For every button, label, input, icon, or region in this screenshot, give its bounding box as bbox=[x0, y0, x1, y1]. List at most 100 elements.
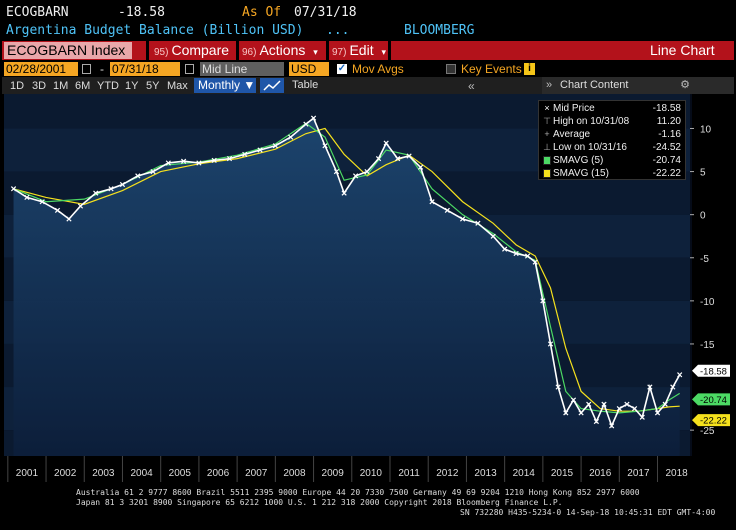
mid-price-point bbox=[93, 190, 99, 196]
mid-price-line[interactable] bbox=[13, 116, 681, 428]
x-tick-label: 2018 bbox=[665, 468, 688, 479]
chevron-right-icon[interactable]: » bbox=[546, 79, 553, 91]
mid-price-point bbox=[616, 405, 622, 412]
mid-price-point bbox=[578, 410, 584, 416]
mid-price-point bbox=[66, 216, 72, 222]
x-tick-label: 2013 bbox=[474, 468, 497, 479]
actions-button[interactable]: 96) Actions ▾ bbox=[242, 42, 318, 58]
legend-item-high[interactable]: ⊤ High on 10/31/08 11.20 bbox=[543, 116, 681, 127]
edit-button[interactable]: 97) Edit ▾ bbox=[332, 42, 386, 58]
y-tick-label: -15 bbox=[700, 340, 715, 351]
period-ytd[interactable]: YTD bbox=[97, 80, 119, 92]
x-tick-label: 2007 bbox=[245, 468, 268, 479]
smavg15-line[interactable] bbox=[13, 127, 680, 412]
legend-item-low[interactable]: ⊥ Low on 10/31/16 -24.52 bbox=[543, 142, 681, 153]
period-5y[interactable]: 5Y bbox=[146, 80, 160, 92]
smavg5-line[interactable] bbox=[13, 122, 680, 414]
x-tick-label: 2015 bbox=[551, 468, 574, 479]
last-value-tag bbox=[692, 393, 730, 406]
legend-item-mid-price[interactable]: × Mid Price -18.58 bbox=[544, 103, 681, 114]
mid-price-point bbox=[322, 143, 328, 149]
mid-price-point bbox=[54, 207, 61, 213]
price-field-select[interactable]: Mid Line bbox=[200, 62, 284, 76]
period-1m[interactable]: 1M bbox=[53, 80, 69, 92]
ticker: ECOGBARN bbox=[6, 5, 69, 20]
gear-icon[interactable]: ⚙ bbox=[680, 79, 690, 91]
mov-avgs-label: Mov Avgs bbox=[352, 62, 404, 76]
mid-price-point bbox=[593, 418, 599, 425]
index-field[interactable]: ECOGBARN Index bbox=[4, 42, 132, 59]
legend-item-average[interactable]: + Average -1.16 bbox=[544, 129, 681, 140]
y-tick-label: 5 bbox=[700, 168, 706, 179]
mid-price-point bbox=[135, 173, 141, 179]
asof-label: As Of bbox=[242, 5, 282, 20]
key-events-label: Key Events bbox=[461, 62, 522, 76]
mid-price-point bbox=[417, 164, 424, 170]
chevron-down-icon: ▾ bbox=[313, 47, 318, 57]
period-1y[interactable]: 1Y bbox=[125, 80, 139, 92]
mid-price-point bbox=[10, 186, 17, 192]
mid-price-point bbox=[226, 156, 233, 162]
x-tick-label: 2005 bbox=[169, 468, 192, 479]
mid-price-point bbox=[108, 186, 114, 192]
period-6m[interactable]: 6M bbox=[75, 80, 91, 92]
compare-button[interactable]: 95) Compare bbox=[154, 42, 230, 58]
x-tick-label: 2011 bbox=[398, 468, 420, 479]
mid-price-point bbox=[475, 220, 481, 226]
line-chart-icon[interactable] bbox=[260, 78, 284, 93]
mid-price-point bbox=[341, 190, 347, 196]
mid-price-point bbox=[631, 405, 638, 412]
mid-price-point bbox=[150, 168, 156, 175]
chart-type-title: Line Chart bbox=[650, 42, 715, 58]
end-date-input[interactable]: 07/31/18 bbox=[110, 62, 180, 76]
mid-price-point bbox=[39, 199, 45, 205]
last-price: -18.58 bbox=[118, 5, 165, 20]
mid-price-point bbox=[677, 372, 683, 378]
period-max[interactable]: Max bbox=[167, 80, 188, 92]
price-area-fill bbox=[13, 118, 680, 456]
mid-price-point bbox=[647, 384, 653, 390]
high-marker-icon: ⊤ bbox=[543, 116, 551, 126]
mov-avgs-checkbox[interactable]: ✓ bbox=[337, 63, 347, 74]
mid-price-point bbox=[395, 156, 401, 162]
mid-price-point bbox=[570, 397, 577, 403]
chart-content-label: Chart Content bbox=[560, 79, 629, 91]
legend-item-smavg5[interactable]: SMAVG (5) -20.74 bbox=[543, 155, 683, 167]
cross-marker-icon: × bbox=[544, 103, 550, 113]
info-icon[interactable]: i bbox=[524, 63, 535, 75]
chart-legend: × Mid Price -18.58 ⊤ High on 10/31/08 11… bbox=[538, 100, 686, 180]
mid-price-point bbox=[563, 410, 569, 416]
currency-select[interactable]: USD bbox=[289, 62, 329, 76]
mid-price-point bbox=[540, 298, 546, 304]
chevron-left-icon[interactable]: « bbox=[468, 79, 475, 93]
table-button[interactable]: Table bbox=[292, 79, 319, 91]
chevron-down-icon: ▾ bbox=[381, 47, 386, 57]
mid-price-point bbox=[639, 414, 645, 420]
x-tick-label: 2006 bbox=[207, 468, 230, 479]
calendar-icon[interactable] bbox=[82, 64, 91, 74]
chart-content-panel-header[interactable]: » Chart Content ⚙ bbox=[542, 77, 734, 94]
mid-price-point bbox=[272, 143, 278, 149]
mid-price-point bbox=[654, 410, 661, 416]
last-value-tag bbox=[692, 414, 730, 427]
period-3d[interactable]: 3D bbox=[32, 80, 47, 92]
x-tick-label: 2008 bbox=[283, 468, 306, 479]
frequency-select[interactable]: Monthly ▼ bbox=[194, 78, 256, 93]
average-marker-icon: + bbox=[544, 129, 550, 139]
footer: Australia 61 2 9777 8600 Brazil 5511 239… bbox=[0, 486, 736, 530]
y-tick-label: -10 bbox=[700, 297, 715, 308]
period-1d[interactable]: 1D bbox=[10, 80, 25, 92]
mid-price-point bbox=[624, 401, 630, 407]
mid-price-point bbox=[364, 168, 370, 175]
mid-price-point bbox=[490, 233, 496, 239]
mid-price-point bbox=[601, 401, 607, 407]
y-tick-label: 0 bbox=[700, 211, 706, 222]
mid-price-point bbox=[406, 153, 412, 159]
mid-price-point bbox=[502, 246, 508, 252]
mid-price-point bbox=[24, 194, 30, 201]
start-date-input[interactable]: 02/28/2001 bbox=[4, 62, 78, 76]
asof-date: 07/31/18 bbox=[294, 5, 357, 20]
legend-item-smavg15[interactable]: SMAVG (15) -22.22 bbox=[543, 168, 683, 180]
key-events-checkbox[interactable] bbox=[446, 64, 456, 74]
calendar-icon[interactable] bbox=[185, 64, 194, 74]
